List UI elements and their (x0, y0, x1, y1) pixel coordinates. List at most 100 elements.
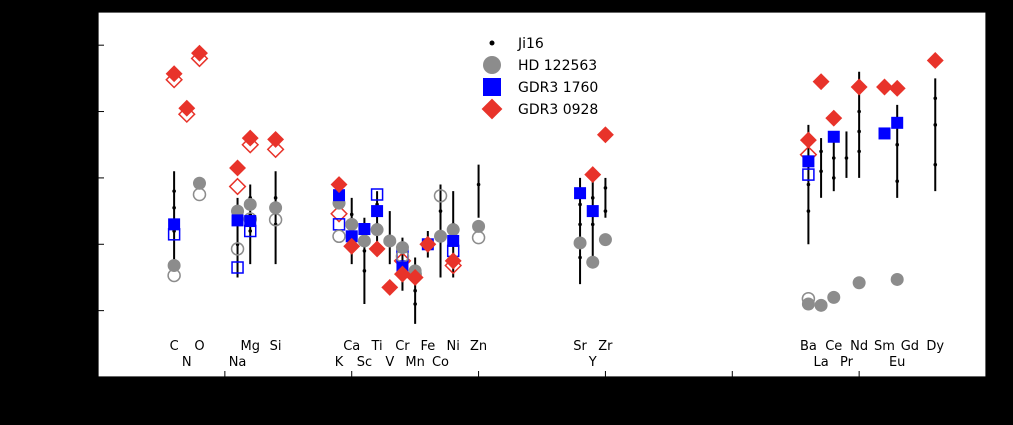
ji16-point (933, 96, 938, 101)
hd-122563-point (383, 234, 397, 248)
ji16-point (273, 196, 278, 200)
y-axis-label: [X/Fe] (43, 166, 65, 222)
hd-122563-point (573, 236, 587, 250)
ji16-point (819, 149, 823, 154)
ji16-point (603, 209, 608, 213)
gdr3-0928-point (241, 129, 259, 147)
x-tick-label: 40 (596, 379, 615, 397)
ji16-point (590, 196, 595, 200)
x-tick-label: 20 (342, 379, 361, 397)
y-tick-label: −2 (69, 368, 91, 386)
gdr3-0928-open-point (266, 140, 285, 159)
gdr3-1760-point (333, 189, 346, 202)
element-label: Zn (470, 339, 487, 354)
ji16-point (172, 205, 176, 210)
element-label: Sr (573, 339, 587, 354)
filled-markers-group (165, 44, 944, 312)
element-label: Ca (343, 339, 360, 354)
element-label: Eu (889, 355, 905, 370)
hd-122563-point (827, 290, 841, 304)
gdr3-1760-point (827, 130, 840, 143)
ji16-point (831, 156, 836, 160)
ji16-point (590, 222, 595, 227)
gdr3-0928-point (229, 159, 246, 177)
ji16-point (831, 176, 836, 180)
gdr3-0928-point (850, 78, 868, 96)
gdr3-0928-open-point (165, 70, 183, 89)
gdr3-1760-point (371, 205, 384, 218)
gdr3-1760-point (586, 205, 599, 218)
hd-122563-point (801, 297, 815, 311)
hd-122563-point (370, 223, 384, 237)
legend-label-gdr3-1760: GDR3 1760 (518, 80, 598, 96)
element-label: Cr (395, 339, 410, 354)
ji16-point (578, 202, 582, 207)
gdr3-0928-point (584, 166, 602, 184)
hd-122563-point (357, 234, 371, 248)
x-tick-label: 30 (469, 379, 488, 397)
gdr3-1760-point (358, 223, 371, 236)
ji16-point (362, 269, 367, 273)
hd-122563-point (586, 255, 600, 269)
gdr3-1760-open-point (802, 168, 815, 181)
ji16-point (349, 212, 354, 217)
hd-122563-point (243, 197, 257, 211)
gdr3-0928-point (406, 269, 424, 286)
element-label: N (182, 355, 192, 370)
x-axis-label: Atomic Number (468, 397, 617, 419)
gdr3-1760-point (878, 127, 891, 140)
gdr3-0928-point (888, 79, 906, 97)
legend-label-gdr3-0928: GDR3 0928 (518, 102, 598, 118)
element-label: Sm (874, 339, 895, 354)
x-tick-label: 50 (723, 379, 742, 397)
hd-122563-point (814, 298, 828, 312)
gdr3-0928-point (812, 73, 830, 91)
gdr3-1760-point (802, 155, 815, 168)
hd-122563-open-point (230, 242, 245, 256)
ji16-point (476, 182, 481, 187)
element-label: Mn (405, 355, 424, 370)
gdr3-1760-point (231, 214, 244, 227)
element-label: Ba (800, 339, 817, 354)
hd-122563-point (269, 201, 283, 215)
ji16-point (413, 288, 417, 293)
hd-122563-point (345, 217, 359, 231)
hd-122563-point (446, 223, 460, 237)
x-tick-label: 70 (976, 379, 995, 397)
hd-122563-point (231, 204, 245, 218)
ji16-point (362, 249, 367, 253)
hd-122563-open-point (332, 229, 346, 244)
legend-label-hd-122563: HD 122563 (518, 58, 597, 74)
element-label: Zr (598, 339, 613, 354)
gdr3-0928-point (799, 131, 817, 149)
element-label: C (170, 339, 179, 354)
element-label: Dy (926, 339, 944, 354)
ji16-point (857, 109, 861, 114)
legend: Ji16 HD 122563 GDR3 1760 GDR3 0928 (481, 36, 598, 120)
gdr3-0928-point (267, 130, 285, 148)
gdr3-0928-point (825, 109, 843, 127)
element-label: Ti (371, 339, 383, 354)
gdr3-0928-point (876, 78, 893, 96)
ji16-point (933, 123, 938, 127)
ji16-point (819, 169, 823, 174)
gdr3-0928-open-point (228, 177, 247, 196)
gdr3-0928-point (330, 176, 348, 193)
hd-122563-point (167, 259, 181, 273)
gdr3-0928-point (419, 235, 437, 253)
x-ticks-group: 0 10 20 30 40 50 60 70 (93, 371, 996, 397)
hd-122563-point (472, 219, 486, 233)
hd-122563-point (434, 229, 448, 243)
element-label: Ni (447, 339, 460, 354)
gdr3-0928-point (926, 51, 944, 69)
gdr3-1760-point (244, 215, 257, 228)
hd-122563-point (890, 272, 904, 286)
y-tick-label: 3 (81, 36, 91, 54)
element-label: Sc (357, 355, 372, 370)
y-tick-label: 0 (81, 235, 91, 253)
ji16-point (895, 179, 899, 184)
gdr3-0928-open-point (177, 105, 196, 124)
gdr3-0928-point (368, 240, 386, 258)
